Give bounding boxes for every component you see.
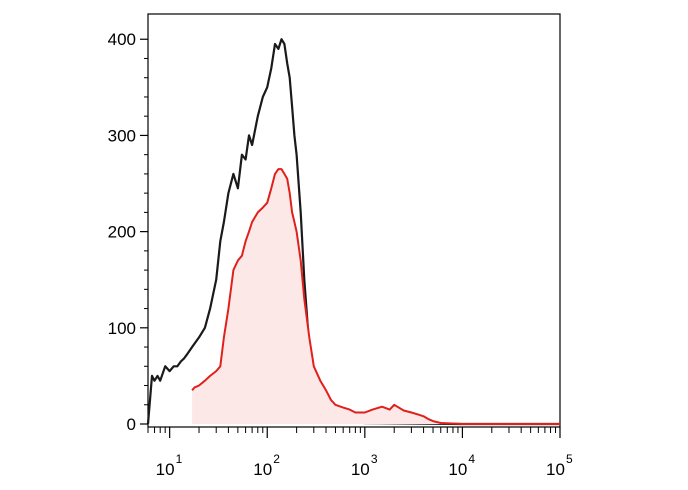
plot-frame (147, 13, 561, 428)
y-tick-label: 400 (108, 30, 136, 49)
x-tick-exponent: 3 (371, 452, 378, 466)
y-tick-label: 300 (108, 126, 136, 145)
y-tick-label: 200 (108, 223, 136, 242)
x-tick-label: 10 (448, 460, 467, 479)
x-tick-exponent: 4 (468, 452, 475, 466)
y-tick-label: 100 (108, 319, 136, 338)
x-tick-exponent: 2 (273, 452, 280, 466)
x-tick-label: 10 (546, 460, 565, 479)
series-1-area (192, 169, 560, 424)
x-tick-label: 10 (253, 460, 272, 479)
y-tick-label: 0 (127, 415, 136, 434)
series-1-line (191, 168, 560, 425)
x-tick-exponent: 5 (566, 452, 573, 466)
x-tick-label: 10 (351, 460, 370, 479)
x-tick-exponent: 1 (176, 452, 183, 466)
series-layer (146, 38, 560, 426)
series-0-line (146, 38, 560, 426)
y-axis: 0 100 200 300 400 (108, 30, 148, 434)
x-tick-label: 10 (156, 460, 175, 479)
